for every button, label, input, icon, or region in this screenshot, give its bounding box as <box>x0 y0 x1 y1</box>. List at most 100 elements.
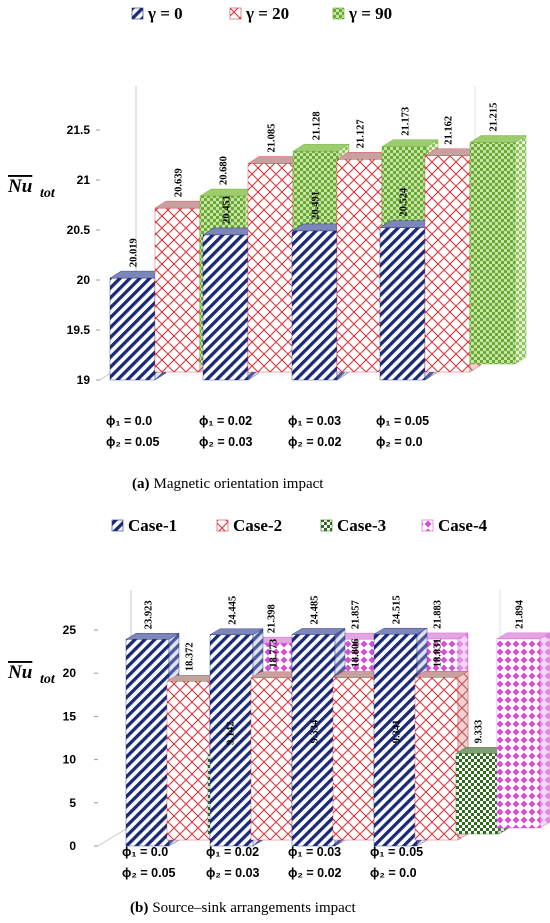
x-category-label: ϕ₁ = 0.02 <box>206 845 259 859</box>
y-tick-label: 5 <box>69 796 76 810</box>
bar-value-label: 20.491 <box>311 191 322 220</box>
bar-value-label: 21.128 <box>312 111 323 140</box>
legend-entry: γ = 20 <box>245 4 289 23</box>
y-tick-label: 10 <box>63 753 77 767</box>
chart-source-sink-arrangements: Case-1 Case-2 Case-3 Case-4 0 5 10 15 20 25 23.9… <box>7 516 550 916</box>
bar-value-label: 9.142 <box>226 721 237 745</box>
chart-a-data-labels: 20.019 20.639 20.680 20.451 21.085 21.128 20.4… <box>129 103 500 267</box>
legend-swatch <box>421 519 434 532</box>
x-category-label: ϕ₂ = 0.02 <box>288 435 342 449</box>
bar-top <box>381 139 439 147</box>
bar-value-label: 24.445 <box>228 596 239 625</box>
bar-front <box>332 677 377 841</box>
chart-b-y-ticks: 0 5 10 15 20 25 <box>63 623 98 853</box>
bar-front <box>109 277 156 381</box>
legend-entry: Case-1 <box>128 516 177 535</box>
legend-entry: γ = 90 <box>348 4 392 23</box>
bar <box>166 674 221 841</box>
x-category-label: ϕ₂ = 0.05 <box>122 866 176 880</box>
bar-front <box>455 753 500 835</box>
bar-front <box>166 681 211 841</box>
bar-value-label: 21.857 <box>351 600 362 629</box>
bar-value-label: 21.894 <box>515 599 526 629</box>
bar-front <box>469 142 516 365</box>
legend-entry: Case-2 <box>233 516 282 535</box>
chart-b-data-labels: 23.923 18.372 9.142 21.398 24.445 18.773 9.334… <box>144 595 526 745</box>
bar-front <box>424 155 471 373</box>
y-tick-label: 19 <box>77 373 91 387</box>
bar-value-label: 9.333 <box>474 720 485 744</box>
chart-a-y-axis-subscript: tot <box>40 186 56 201</box>
bar-value-label: 21.215 <box>489 103 500 132</box>
legend-swatch <box>216 519 229 532</box>
chart-b-y-axis-subscript: tot <box>40 672 56 687</box>
chart-b-caption-letter: (b) <box>130 900 148 916</box>
bar-value-label: 21.127 <box>356 119 367 148</box>
bar-top <box>125 633 180 640</box>
bar <box>469 135 527 365</box>
chart-a-legend: γ = 0 γ = 20 γ = 90 <box>131 4 392 23</box>
bar-value-label: 18.773 <box>269 639 280 668</box>
bar-value-label: 24.515 <box>392 595 403 624</box>
bar-front <box>154 207 201 373</box>
bar-value-label: 18.372 <box>185 642 196 671</box>
legend-swatch <box>131 7 144 20</box>
bar-value-label: 20.019 <box>129 238 140 267</box>
x-category-label: ϕ₂ = 0.03 <box>199 435 253 449</box>
y-tick-label: 21 <box>77 173 91 187</box>
bar-front <box>414 677 459 841</box>
bar-front <box>496 638 541 829</box>
y-tick-label: 21.5 <box>67 123 91 137</box>
bar-value-label: 9.341 <box>392 720 403 744</box>
chart-b-caption-text: Source–sink arrangements impact <box>152 900 356 916</box>
x-category-label: ϕ₁ = 0.0 <box>106 414 152 428</box>
chart-a-caption: (a) Magnetic orientation impact <box>132 476 324 492</box>
bar-value-label: 21.398 <box>267 604 278 633</box>
x-category-label: ϕ₁ = 0.05 <box>376 414 429 428</box>
y-tick-label: 20 <box>63 666 77 680</box>
chart-a-caption-letter: (a) <box>132 476 150 492</box>
bar-top <box>469 135 527 143</box>
bar-front <box>379 227 426 381</box>
chart-b-y-axis-label: Nu <box>7 662 32 683</box>
chart-a-x-categories: ϕ₁ = 0.0 ϕ₂ = 0.05 ϕ₁ = 0.02 ϕ₂ = 0.03 ϕ₁ = … <box>106 414 429 449</box>
bar-front <box>125 639 170 847</box>
bar-front <box>373 633 418 847</box>
legend-entry: Case-4 <box>438 516 488 535</box>
chart-a-caption-text: Magnetic orientation impact <box>154 476 325 492</box>
y-tick-label: 25 <box>63 623 77 637</box>
legend-swatch <box>229 7 242 20</box>
chart-b-caption: (b) Source–sink arrangements impact <box>130 900 356 916</box>
bar-front <box>291 634 336 847</box>
legend-swatch <box>320 519 333 532</box>
bar-top <box>292 143 350 152</box>
chart-a-y-ticks: 19 19.5 20 20.5 21 21.5 <box>67 123 100 387</box>
y-tick-label: 0 <box>69 839 76 853</box>
bar-value-label: 21.162 <box>444 116 455 145</box>
bar-front <box>250 677 295 841</box>
bar-front <box>336 159 383 373</box>
legend-entry: γ = 0 <box>147 4 183 23</box>
chart-b-x-categories: ϕ₁ = 0.0 ϕ₂ = 0.05 ϕ₁ = 0.02 ϕ₂ = 0.03 ϕ₁ = … <box>122 845 423 880</box>
bar-top <box>414 671 469 678</box>
y-tick-label: 20 <box>77 273 91 287</box>
bar-value-label: 18.831 <box>433 638 444 667</box>
chart-a-bars <box>109 135 527 381</box>
bar-top <box>373 627 428 635</box>
chart-b-legend: Case-1 Case-2 Case-3 Case-4 <box>111 516 488 535</box>
x-category-label: ϕ₁ = 0.03 <box>288 414 341 428</box>
x-category-label: ϕ₂ = 0.02 <box>288 866 342 880</box>
x-category-label: ϕ₁ = 0.05 <box>370 845 423 859</box>
bar-value-label: 24.485 <box>310 596 321 625</box>
chart-b-bars <box>125 627 550 847</box>
y-tick-label: 15 <box>63 709 77 723</box>
bar-front <box>209 634 254 847</box>
chart-magnetic-orientation: γ = 0 γ = 20 γ = 90 19 19.5 20 20.5 21 21.5 20.… <box>7 4 527 492</box>
bar-side <box>514 135 527 365</box>
bar-value-label: 21.085 <box>267 124 278 153</box>
x-category-label: ϕ₂ = 0.0 <box>370 866 417 880</box>
x-category-label: ϕ₁ = 0.0 <box>122 845 168 859</box>
bar-value-label: 20.639 <box>174 168 185 197</box>
bar-value-label: 20.524 <box>399 187 410 217</box>
